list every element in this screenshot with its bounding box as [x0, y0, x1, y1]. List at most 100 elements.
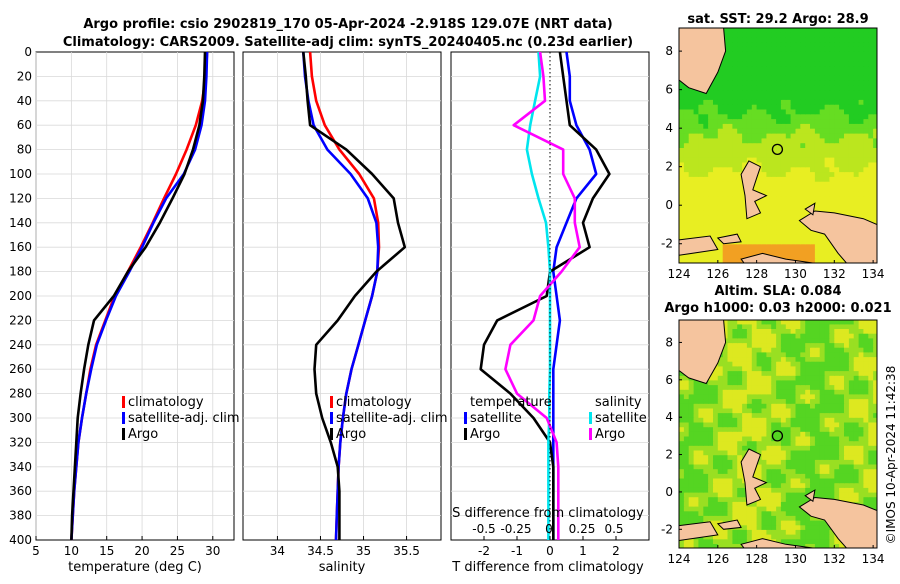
- map-y-tick-label: 6: [665, 83, 673, 97]
- land-mass: [740, 252, 815, 263]
- temperature-panel: 5 10 15 20 25 3002040608010012014016018020022…: [9, 45, 240, 575]
- x-tick-label: 20: [134, 544, 149, 558]
- legend-swatch-satellite: [330, 412, 333, 424]
- y-tick-label: 160: [9, 240, 32, 254]
- map-x-tick-label: 124: [668, 552, 691, 566]
- x-tick-label: -2: [478, 544, 490, 558]
- legend-label-t-satellite: satellite: [470, 411, 522, 426]
- legend-swatch-argo: [330, 428, 333, 440]
- map-x-tick-label: 128: [745, 552, 768, 566]
- y-tick-label: 80: [17, 143, 32, 157]
- legend-swatch-argo: [122, 428, 125, 440]
- land-mass: [716, 233, 742, 245]
- salinity-panel: 34 34.5 35 35.5 salinity climatology satell…: [242, 51, 448, 575]
- legend-label-s-argo: Argo: [595, 427, 625, 442]
- y-tick-label: 400: [9, 533, 32, 547]
- imos-credit: ©IMOS 10-Apr-2024 11:42:38: [884, 366, 898, 545]
- y-tick-label: 240: [9, 338, 32, 352]
- y-tick-label: 40: [17, 94, 32, 108]
- land-mass: [804, 202, 816, 216]
- land-mass: [740, 538, 815, 548]
- legend-swatch-s-satellite: [589, 412, 592, 424]
- legend-label-argo: Argo: [128, 427, 158, 442]
- map-x-tick-label: 132: [823, 552, 846, 566]
- s-tick: -0.25: [500, 522, 531, 536]
- y-tick-label: 340: [9, 460, 32, 474]
- x-tick-label: 2: [612, 544, 620, 558]
- map-x-tick-label: 130: [784, 267, 807, 281]
- x-tick-label: 34: [270, 544, 285, 558]
- land-mass: [716, 519, 742, 530]
- series-satellite-adj-clim: [302, 51, 380, 541]
- salinity-diff-legend: salinity satellite Argo: [589, 395, 647, 442]
- salinity-xlabel: salinity: [319, 560, 366, 575]
- s-tick: 0.25: [569, 522, 596, 536]
- argo-position-marker: [771, 143, 784, 156]
- s-tick: 0.5: [604, 522, 623, 536]
- s-diff-ticks: -0.5 -0.25 0 0.25 0.5: [472, 522, 623, 536]
- map-x-tick-label: 124: [668, 267, 691, 281]
- x-tick-label: 35.5: [393, 544, 420, 558]
- map-y-tick-label: 8: [665, 44, 673, 58]
- map-y-tick-label: 2: [665, 160, 673, 174]
- salinity-legend: climatology satellite-adj. clim Argo: [330, 395, 448, 442]
- legend-swatch-s-argo: [589, 428, 592, 440]
- legend-swatch-t-argo: [464, 428, 467, 440]
- map-y-tick-label: 8: [665, 335, 673, 349]
- series-temperature-argo: [479, 51, 611, 540]
- legend-label-t-argo: Argo: [470, 427, 500, 442]
- y-tick-label: 360: [9, 484, 32, 498]
- t-diff-xlabel: T difference from climatology: [451, 560, 644, 575]
- y-tick-label: 120: [9, 191, 32, 205]
- legend-swatch-satellite: [122, 412, 125, 424]
- map-y-tick-label: -2: [661, 522, 673, 536]
- sla-map-title: Altim. SLA: 0.084: [715, 284, 842, 299]
- x-tick-label: 10: [64, 544, 79, 558]
- y-tick-label: 20: [17, 69, 32, 83]
- temperature-diff-legend: temperature satellite Argo: [464, 395, 552, 442]
- title-line-1: Argo profile: csio 2902819_170 05-Apr-20…: [83, 17, 612, 32]
- x-tick-label: 30: [205, 544, 220, 558]
- temperature-xlabel: temperature (deg C): [68, 560, 202, 575]
- y-tick-label: 260: [9, 362, 32, 376]
- x-tick-label: 34.5: [307, 544, 334, 558]
- map-y-tick-label: 0: [665, 485, 673, 499]
- land-mass: [679, 320, 727, 385]
- map-y-tick-label: 6: [665, 373, 673, 387]
- map-y-tick-label: 0: [665, 198, 673, 212]
- legend-title-temperature: temperature: [470, 395, 552, 410]
- y-tick-label: 60: [17, 118, 32, 132]
- map-y-tick-label: 4: [665, 121, 673, 135]
- map-x-tick-label: 132: [823, 267, 846, 281]
- map-x-tick-label: 126: [706, 267, 729, 281]
- title-line-2: Climatology: CARS2009. Satellite-adj cli…: [63, 35, 633, 50]
- map-x-tick-label: 128: [745, 267, 768, 281]
- s-diff-label: S difference from climatology: [452, 506, 644, 521]
- x-tick-label: 1: [579, 544, 587, 558]
- legend-swatch-climatology: [122, 396, 125, 408]
- s-tick: -0.5: [472, 522, 495, 536]
- land-mass: [679, 235, 719, 256]
- y-tick-label: 200: [9, 289, 32, 303]
- x-tick-label: -1: [511, 544, 523, 558]
- y-tick-label: 380: [9, 509, 32, 523]
- legend-swatch-climatology: [330, 396, 333, 408]
- y-tick-label: 280: [9, 387, 32, 401]
- x-tick-label: 15: [99, 544, 114, 558]
- map-x-tick-label: 126: [706, 552, 729, 566]
- temperature-legend: climatology satellite-adj. clim Argo: [122, 395, 240, 442]
- map-y-tick-label: 4: [665, 410, 673, 424]
- sst-map: sat. SST: 29.2 Argo: 28.9 124 126 128 130 13…: [661, 12, 885, 281]
- y-tick-label: 320: [9, 435, 32, 449]
- sst-map-title: sat. SST: 29.2 Argo: 28.9: [687, 12, 868, 27]
- legend-label-s-satellite: satellite: [595, 411, 647, 426]
- land-mass: [798, 496, 877, 548]
- legend-title-salinity: salinity: [595, 395, 642, 410]
- x-tick-label: 0: [546, 544, 554, 558]
- y-tick-label: 180: [9, 265, 32, 279]
- series-salinity-argo: [504, 51, 582, 540]
- land-mass: [679, 521, 719, 542]
- land-mass: [804, 489, 816, 503]
- land-mass: [740, 448, 768, 506]
